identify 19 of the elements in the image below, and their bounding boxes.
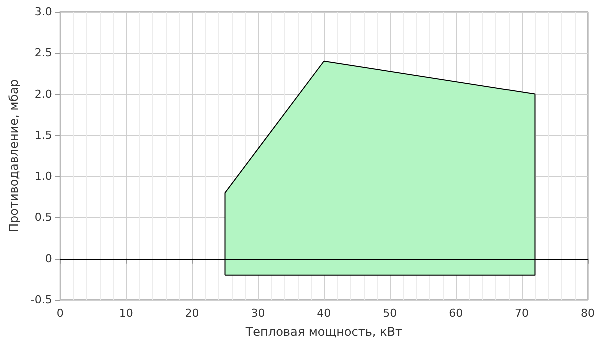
x-tick-label: 0 <box>56 307 64 320</box>
y-axis-title: Противодавление, мбар <box>7 79 21 233</box>
x-tick-label: 50 <box>383 307 398 320</box>
x-axis-title: Тепловая мощность, кВт <box>244 325 403 339</box>
y-tick-label: 0 <box>45 252 52 266</box>
x-tick-label: 20 <box>185 307 200 320</box>
x-tick-label: 30 <box>251 307 266 320</box>
y-tick-label: -0.5 <box>30 294 52 306</box>
x-tick-label: 70 <box>515 307 530 320</box>
x-tick-label: 40 <box>317 307 332 320</box>
y-tick-label: 3.0 <box>34 6 52 18</box>
x-tick-label: 80 <box>581 307 595 320</box>
y-tick-label: 1.0 <box>34 170 52 184</box>
y-tick-label: 1.5 <box>34 128 52 142</box>
y-tick-label: 2.5 <box>34 46 52 60</box>
y-tick-label: 2.0 <box>34 88 52 101</box>
x-tick-label: 60 <box>449 307 464 320</box>
x-tick-label: 10 <box>119 307 134 320</box>
y-tick-label: 0.5 <box>34 211 52 224</box>
